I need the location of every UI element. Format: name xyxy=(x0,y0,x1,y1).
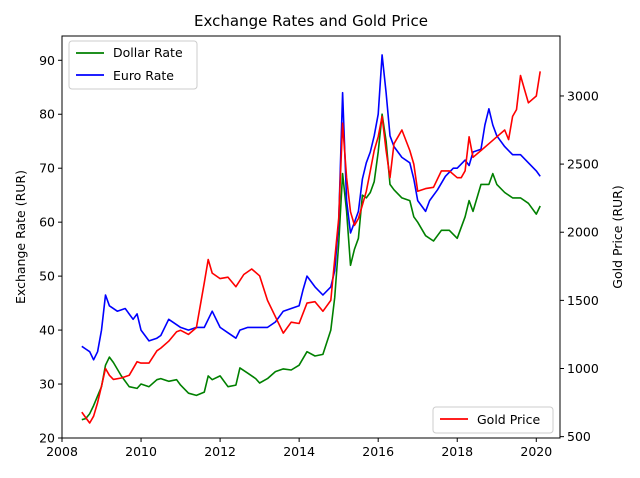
series-line-dollar-rate xyxy=(81,113,541,421)
y2-tick-label: 500 xyxy=(567,429,591,444)
y2-tick-label: 1500 xyxy=(567,293,599,308)
legend-label-euro: Euro Rate xyxy=(113,68,174,83)
x-tick-label: 2018 xyxy=(441,444,473,459)
chart-title: Exchange Rates and Gold Price xyxy=(194,12,428,30)
y-tick-label: 30 xyxy=(39,377,55,392)
y-axis-label: Exchange Rate (RUR) xyxy=(13,170,28,304)
y-tick-label: 50 xyxy=(39,269,55,284)
x-tick-label: 2008 xyxy=(46,444,78,459)
y2-axis-ticks: 500 1000 1500 2000 2500 3000 xyxy=(560,88,599,444)
y2-axis-label: Gold Price (RUR) xyxy=(610,185,625,288)
legend-label-dollar: Dollar Rate xyxy=(113,45,183,60)
legend-label-gold: Gold Price xyxy=(477,412,541,427)
series-line-gold-price xyxy=(81,71,541,424)
plot-frame xyxy=(61,35,561,439)
y-axis-ticks: 20 30 40 50 60 70 80 90 xyxy=(39,53,62,446)
y2-tick-label: 2500 xyxy=(567,157,599,172)
y2-tick-label: 3000 xyxy=(567,88,599,103)
y-tick-label: 40 xyxy=(39,323,55,338)
legend-left: Dollar Rate Euro Rate xyxy=(68,40,198,90)
x-tick-label: 2012 xyxy=(204,444,236,459)
x-axis-ticks: 2008 2010 2012 2014 2016 2018 2020 xyxy=(46,438,552,459)
y-tick-label: 70 xyxy=(39,161,55,176)
y-tick-label: 60 xyxy=(39,215,55,230)
x-tick-label: 2014 xyxy=(283,444,315,459)
series-lines xyxy=(81,54,541,424)
y-tick-label: 90 xyxy=(39,53,55,68)
y2-tick-label: 2000 xyxy=(567,225,599,240)
y-tick-label: 80 xyxy=(39,107,55,122)
x-tick-label: 2010 xyxy=(125,444,157,459)
x-tick-label: 2016 xyxy=(362,444,394,459)
y-tick-label: 20 xyxy=(39,431,55,446)
x-tick-label: 2020 xyxy=(520,444,552,459)
y2-tick-label: 1000 xyxy=(567,361,599,376)
legend-right-box xyxy=(432,406,554,434)
legend-right: Gold Price xyxy=(432,406,554,434)
